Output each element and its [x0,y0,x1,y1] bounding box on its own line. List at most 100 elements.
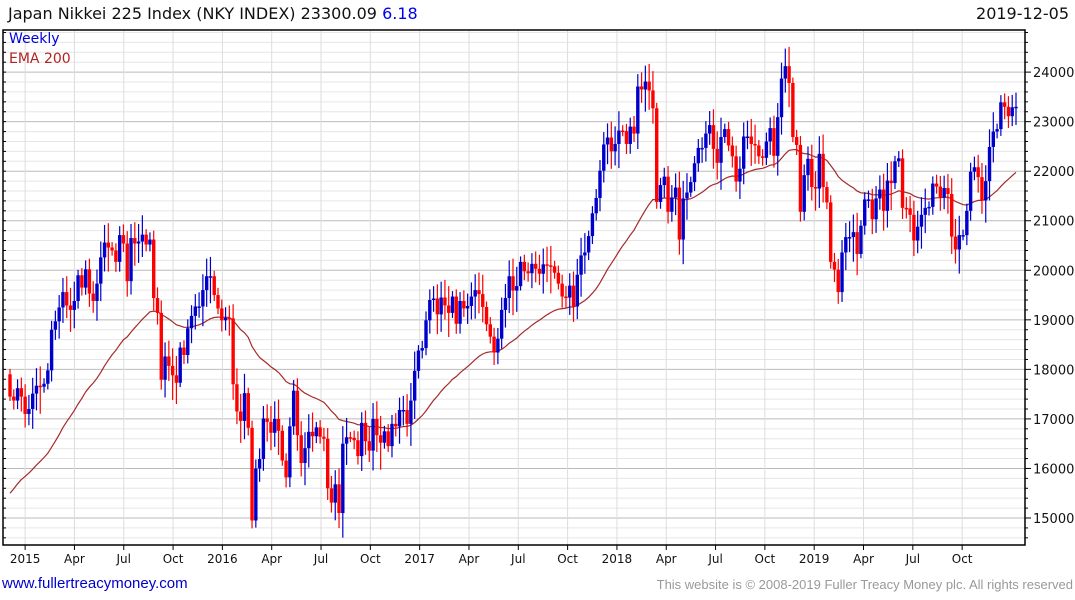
candle-down [65,276,69,319]
candle-body [821,153,825,188]
candle-up [764,132,769,165]
candle-up [605,123,610,165]
candle-body [269,421,273,433]
candle-body [348,437,353,439]
candle-up [893,155,897,190]
candle-up [390,414,394,458]
x-tick-label: 2019 [799,552,830,566]
candle-body [405,409,409,424]
candle-body [1014,106,1018,109]
candle-body [900,158,905,208]
candle-down [325,428,330,500]
candle-up [685,173,689,220]
candle-body [768,128,772,142]
candle-body [193,306,198,316]
candle-body [583,252,587,256]
candle-up [409,382,413,446]
candle-down [144,229,148,252]
candle-up [999,95,1003,136]
site-link[interactable]: www.fullertreacymoney.com [2,575,188,592]
x-tick-label: 2018 [602,552,633,566]
candle-body [356,440,360,457]
candle-up [783,48,788,93]
candle-body [76,275,80,302]
candle-down [246,387,250,436]
candle-up [450,291,455,319]
candle-up [291,380,296,435]
candle-down [647,63,651,110]
candle-body [458,301,462,324]
candle-up [863,192,867,235]
candle-up [412,351,417,419]
candle-body [220,308,224,321]
candle-body [371,418,375,451]
candle-down [152,230,156,311]
candle-up [972,156,977,181]
candle-down [545,246,549,283]
candle-up [473,274,477,319]
candle-body [431,298,436,301]
candle-body [12,396,16,401]
candle-down [855,212,859,276]
candle-body [303,448,307,464]
candle-up [420,340,424,359]
candle-up [915,210,920,254]
candle-down [810,144,814,201]
candle-up [689,176,693,197]
candle-up [961,229,965,241]
candle-body [817,153,822,189]
candle-down [904,197,909,219]
candle-down [813,171,818,211]
x-tick-label: 2015 [10,552,41,566]
candle-down [375,401,379,452]
candle-body [526,271,530,274]
candle-down [121,224,126,253]
ema-series [9,148,1017,494]
candle-down [950,178,954,255]
candle-up [57,295,61,339]
candle-body [23,396,27,414]
candle-down [571,271,576,322]
candle-up [42,378,46,393]
candle-body [291,390,296,427]
candle-body [598,170,602,198]
candle-body [764,141,769,158]
candle-up [53,310,58,340]
candle-body [83,269,88,288]
chart-date: 2019-12-05 [976,4,1069,23]
candle-body [953,236,958,250]
candle-body [182,347,186,356]
candle-up [360,412,364,471]
candle-up [49,320,54,382]
candle-down [322,427,326,452]
candle-down [666,165,670,224]
candle-body [325,438,330,489]
candle-body [114,250,118,262]
candle-body [250,427,254,521]
x-tick-label: Apr [64,552,85,566]
candle-down [462,290,466,317]
candle-up [257,448,262,482]
candle-body [38,385,42,388]
candle-body [893,161,897,184]
candle-body [57,307,61,322]
candle-body [590,213,595,237]
candle-body [318,427,322,437]
candle-body [726,129,731,146]
candle-down [435,284,440,335]
candle-body [840,252,844,293]
candle-body [49,329,54,371]
candle-body [662,176,666,186]
candle-body [174,375,179,383]
candle-up [768,117,772,155]
candle-body [772,128,776,156]
candle-body [439,297,443,315]
x-axis: 2015 Apr Jul Oct 2016 Apr Jul Oct 2017 Apr Jul Oct 2… [10,545,973,566]
candle-down [511,258,515,316]
candle-up [866,190,871,208]
candle-up [844,222,848,271]
candle-body [409,400,413,424]
candle-down [787,46,791,108]
candle-up [923,188,927,234]
candle-body [904,207,909,210]
